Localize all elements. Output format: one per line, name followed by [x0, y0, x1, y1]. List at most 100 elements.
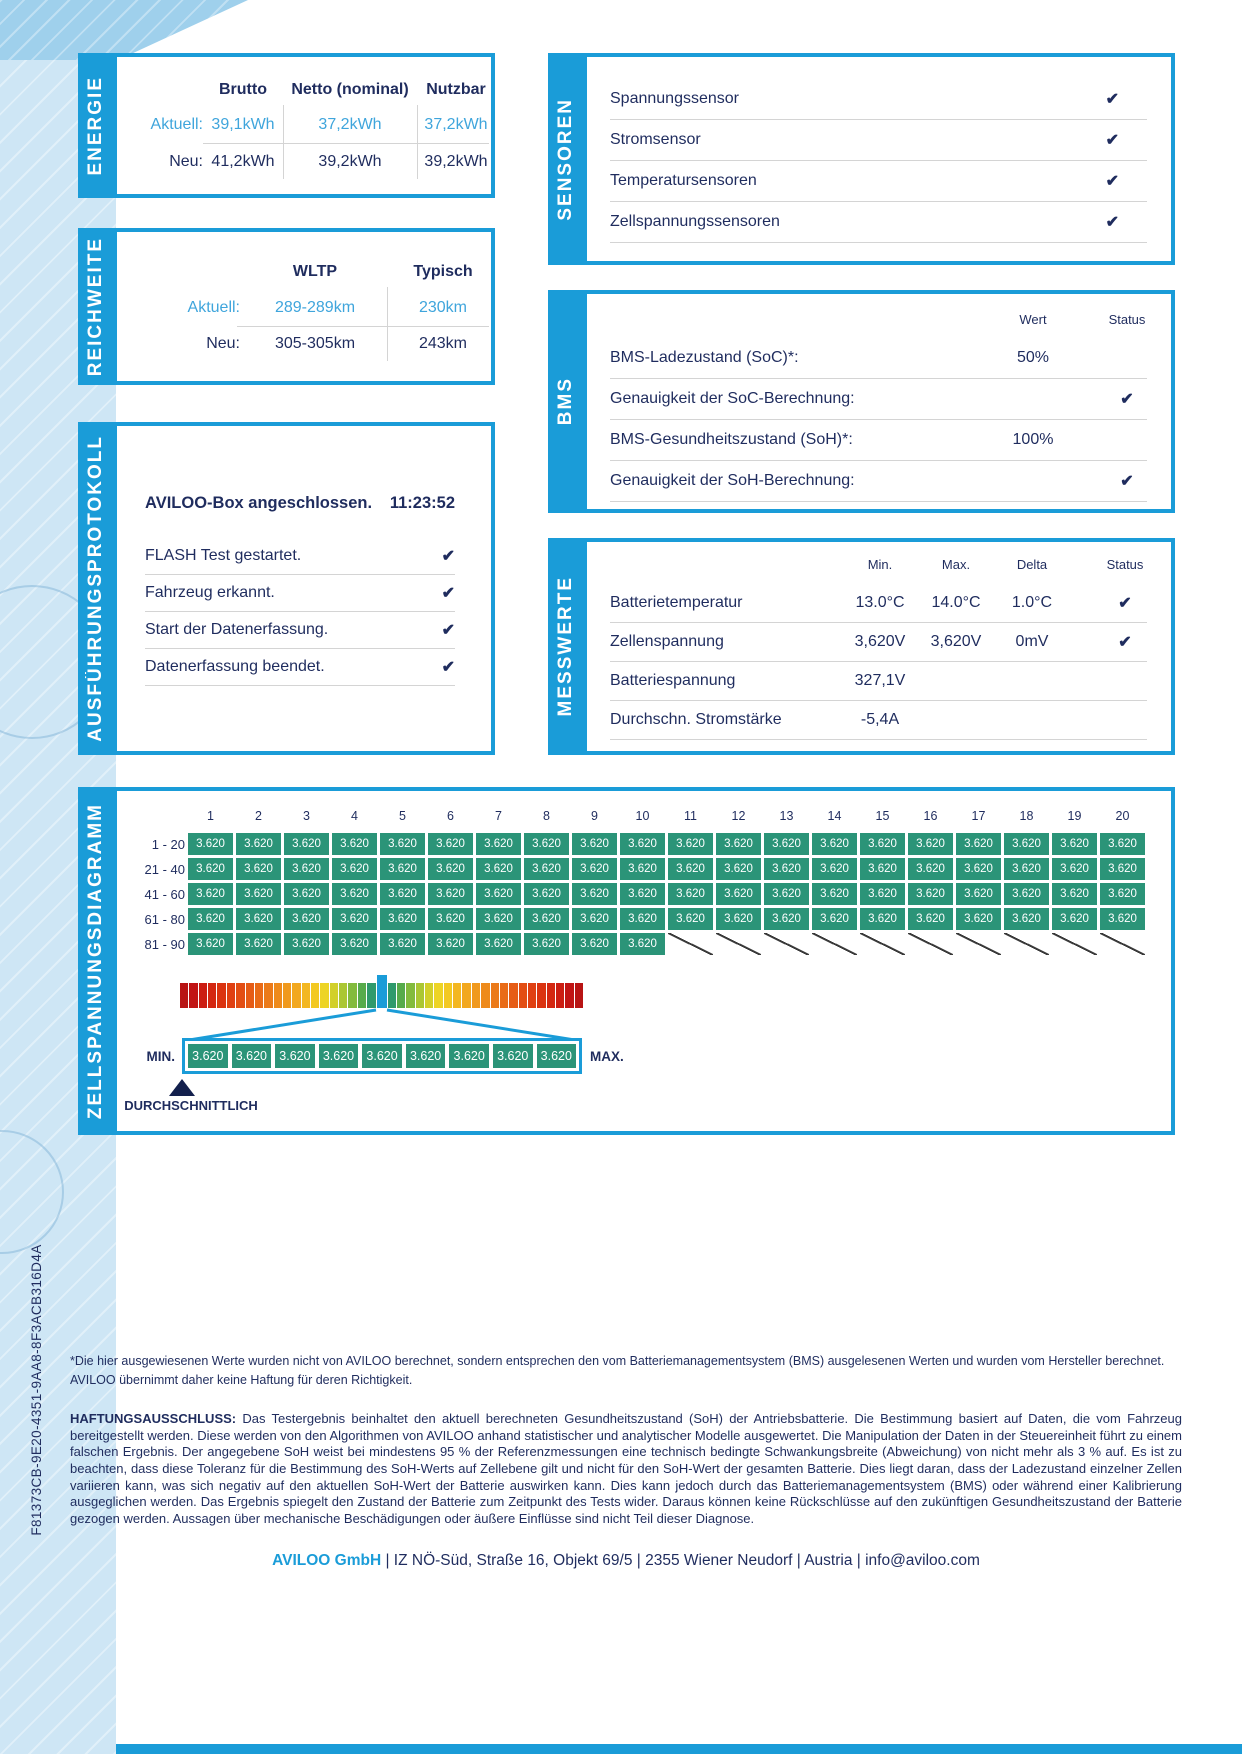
scale-segment: [434, 983, 443, 1008]
cell-voltage: 3.620: [860, 883, 905, 905]
cell-voltage: 3.620: [572, 933, 617, 955]
cell-column-number: 12: [731, 809, 746, 823]
cell-voltage: 3.620: [284, 833, 329, 855]
bms-col-status: Status: [1108, 312, 1146, 327]
cell-voltage: 3.620: [620, 883, 665, 905]
scale-segment: [357, 983, 367, 1008]
cell-grid: 1 - 20 3.620 3.620 3.620 3.620 3.620 3.620 3.62…: [117, 833, 1145, 958]
cell-row: 21 - 40 3.620 3.620 3.620 3.620 3.620 3.620 3.6…: [117, 858, 1145, 880]
scale-segment: [556, 983, 565, 1008]
cell-column-number: 18: [1019, 809, 1034, 823]
bms-row: Genauigkeit der SoH-Berechnung: ✔: [610, 461, 1147, 502]
cell-row: 61 - 80 3.620 3.620 3.620 3.620 3.620 3.620 3.6…: [117, 908, 1145, 930]
cell-missing-slash: [1004, 933, 1049, 955]
cell-voltage: 3.620: [332, 933, 377, 955]
sensor-label: Zellspannungssensoren: [610, 213, 780, 230]
check-icon: ✔: [1120, 473, 1134, 490]
cell-column-number: 20: [1115, 809, 1130, 823]
cell-voltage: 3.620: [956, 858, 1001, 880]
cell-voltage: 3.620: [1004, 908, 1049, 930]
cell-column-number: 6: [447, 809, 454, 823]
protokoll-step-label: Start der Datenerfassung.: [145, 621, 329, 638]
cell-voltage: 3.620: [524, 833, 569, 855]
reichweite-row-label: Aktuell:: [187, 299, 240, 316]
zoom-cell-voltage: 3.620: [231, 1044, 272, 1068]
cell-voltage: 3.620: [380, 858, 425, 880]
cell-voltage: 3.620: [188, 833, 233, 855]
energie-tab: ENERGIE: [78, 53, 113, 198]
cell-voltage: 3.620: [524, 858, 569, 880]
check-icon: ✔: [441, 548, 455, 565]
messwerte-tab: MESSWERTE: [548, 538, 583, 755]
cell-voltage: 3.620: [716, 908, 761, 930]
sensor-label: Spannungssensor: [610, 90, 739, 107]
cell-voltage: 3.620: [476, 883, 521, 905]
scale-segment: [490, 983, 499, 1008]
max-label: MAX.: [590, 1048, 624, 1064]
company-address: | IZ NÖ-Süd, Straße 16, Objekt 69/5 | 23…: [381, 1552, 980, 1569]
scale-segment: [180, 983, 189, 1008]
reichweite-col-wltp: WLTP: [292, 263, 338, 280]
report-serial-number: F81373CB-9E20-4351-9AA8-8F3ACB316D4A: [29, 1244, 44, 1536]
check-icon: ✔: [441, 585, 455, 602]
zoom-cell-voltage: 3.620: [275, 1044, 315, 1068]
cell-column-number: 16: [923, 809, 938, 823]
cell-grid-header: 1 2 3 4 5 6 7 8 9 10 11 12 13 14 15 16 17 18 19 20: [117, 809, 1145, 823]
cell-voltage: 3.620: [524, 883, 569, 905]
cell-voltage: 3.620: [284, 883, 329, 905]
cell-voltage: 3.620: [524, 908, 569, 930]
cell-row-label: 1 - 20: [151, 836, 185, 852]
sensoren-panel: SENSOREN Spannungssensor ✔ Stromsensor ✔ Tem…: [548, 53, 1175, 265]
cell-voltage: 3.620: [668, 858, 713, 880]
cell-voltage: 3.620: [428, 883, 473, 905]
cell-voltage: 3.620: [476, 933, 521, 955]
cell-voltage: 3.620: [380, 908, 425, 930]
company-name: AVILOO GmbH: [272, 1552, 382, 1569]
divider: [417, 105, 418, 179]
cell-voltage: 3.620: [1100, 908, 1145, 930]
check-icon: ✔: [441, 659, 455, 676]
messwert-max: 3,620V: [930, 633, 982, 650]
cell-column-number: 4: [351, 809, 358, 823]
protokoll-step-label: FLASH Test gestartet.: [145, 547, 302, 564]
reichweite-value: 305-305km: [274, 335, 356, 352]
cell-row-label: 61 - 80: [144, 911, 185, 927]
zoom-cell-voltage: 3.620: [449, 1044, 489, 1068]
scale-segment: [320, 983, 329, 1008]
cell-column-number: 8: [543, 809, 550, 823]
cell-voltage: 3.620: [812, 908, 857, 930]
messwert-label: Batterietemperatur: [610, 594, 743, 611]
energie-value: 37,2kWh: [424, 116, 488, 133]
sensor-label: Stromsensor: [610, 131, 701, 148]
cell-voltage: 3.620: [1052, 833, 1097, 855]
zoom-cell-voltage: 3.620: [405, 1044, 446, 1068]
cell-voltage: 3.620: [380, 933, 425, 955]
cell-column-number: 7: [495, 809, 502, 823]
scale-segment: [406, 983, 415, 1008]
cell-voltage: 3.620: [1052, 908, 1097, 930]
scale-segment: [443, 983, 453, 1008]
scale-segment: [348, 983, 357, 1008]
protokoll-step-label: Datenerfassung beendet.: [145, 658, 325, 675]
sensoren-tab-label: SENSOREN: [554, 97, 576, 221]
cell-missing-slash: [908, 933, 953, 955]
messwerte-col-min: Min.: [867, 557, 893, 572]
protokoll-row: Datenerfassung beendet. ✔: [145, 649, 455, 686]
zellspannungsdiagramm-tab: ZELLSPANNUNGSDIAGRAMM: [78, 787, 113, 1135]
zoom-cell-voltage: 3.620: [318, 1044, 359, 1068]
cell-voltage: 3.620: [1100, 833, 1145, 855]
energie-value: 39,2kWh: [424, 153, 488, 170]
scale-segment: [329, 983, 339, 1008]
cell-voltage: 3.620: [620, 833, 665, 855]
messwert-min: 327,1V: [854, 672, 906, 689]
cell-voltage: 3.620: [332, 883, 377, 905]
cell-voltage: 3.620: [188, 883, 233, 905]
cell-voltage: 3.620: [428, 858, 473, 880]
messwert-min: 13.0°C: [855, 594, 905, 611]
cell-voltage: 3.620: [284, 908, 329, 930]
cell-missing-slash: [764, 933, 809, 955]
cell-missing-slash: [1052, 933, 1097, 955]
bms-values-footnote: *Die hier ausgewiesenen Werte wurden nic…: [70, 1354, 1165, 1387]
sensor-row: Zellspannungssensoren ✔: [610, 202, 1147, 243]
energie-value: 39,2kWh: [318, 153, 382, 170]
